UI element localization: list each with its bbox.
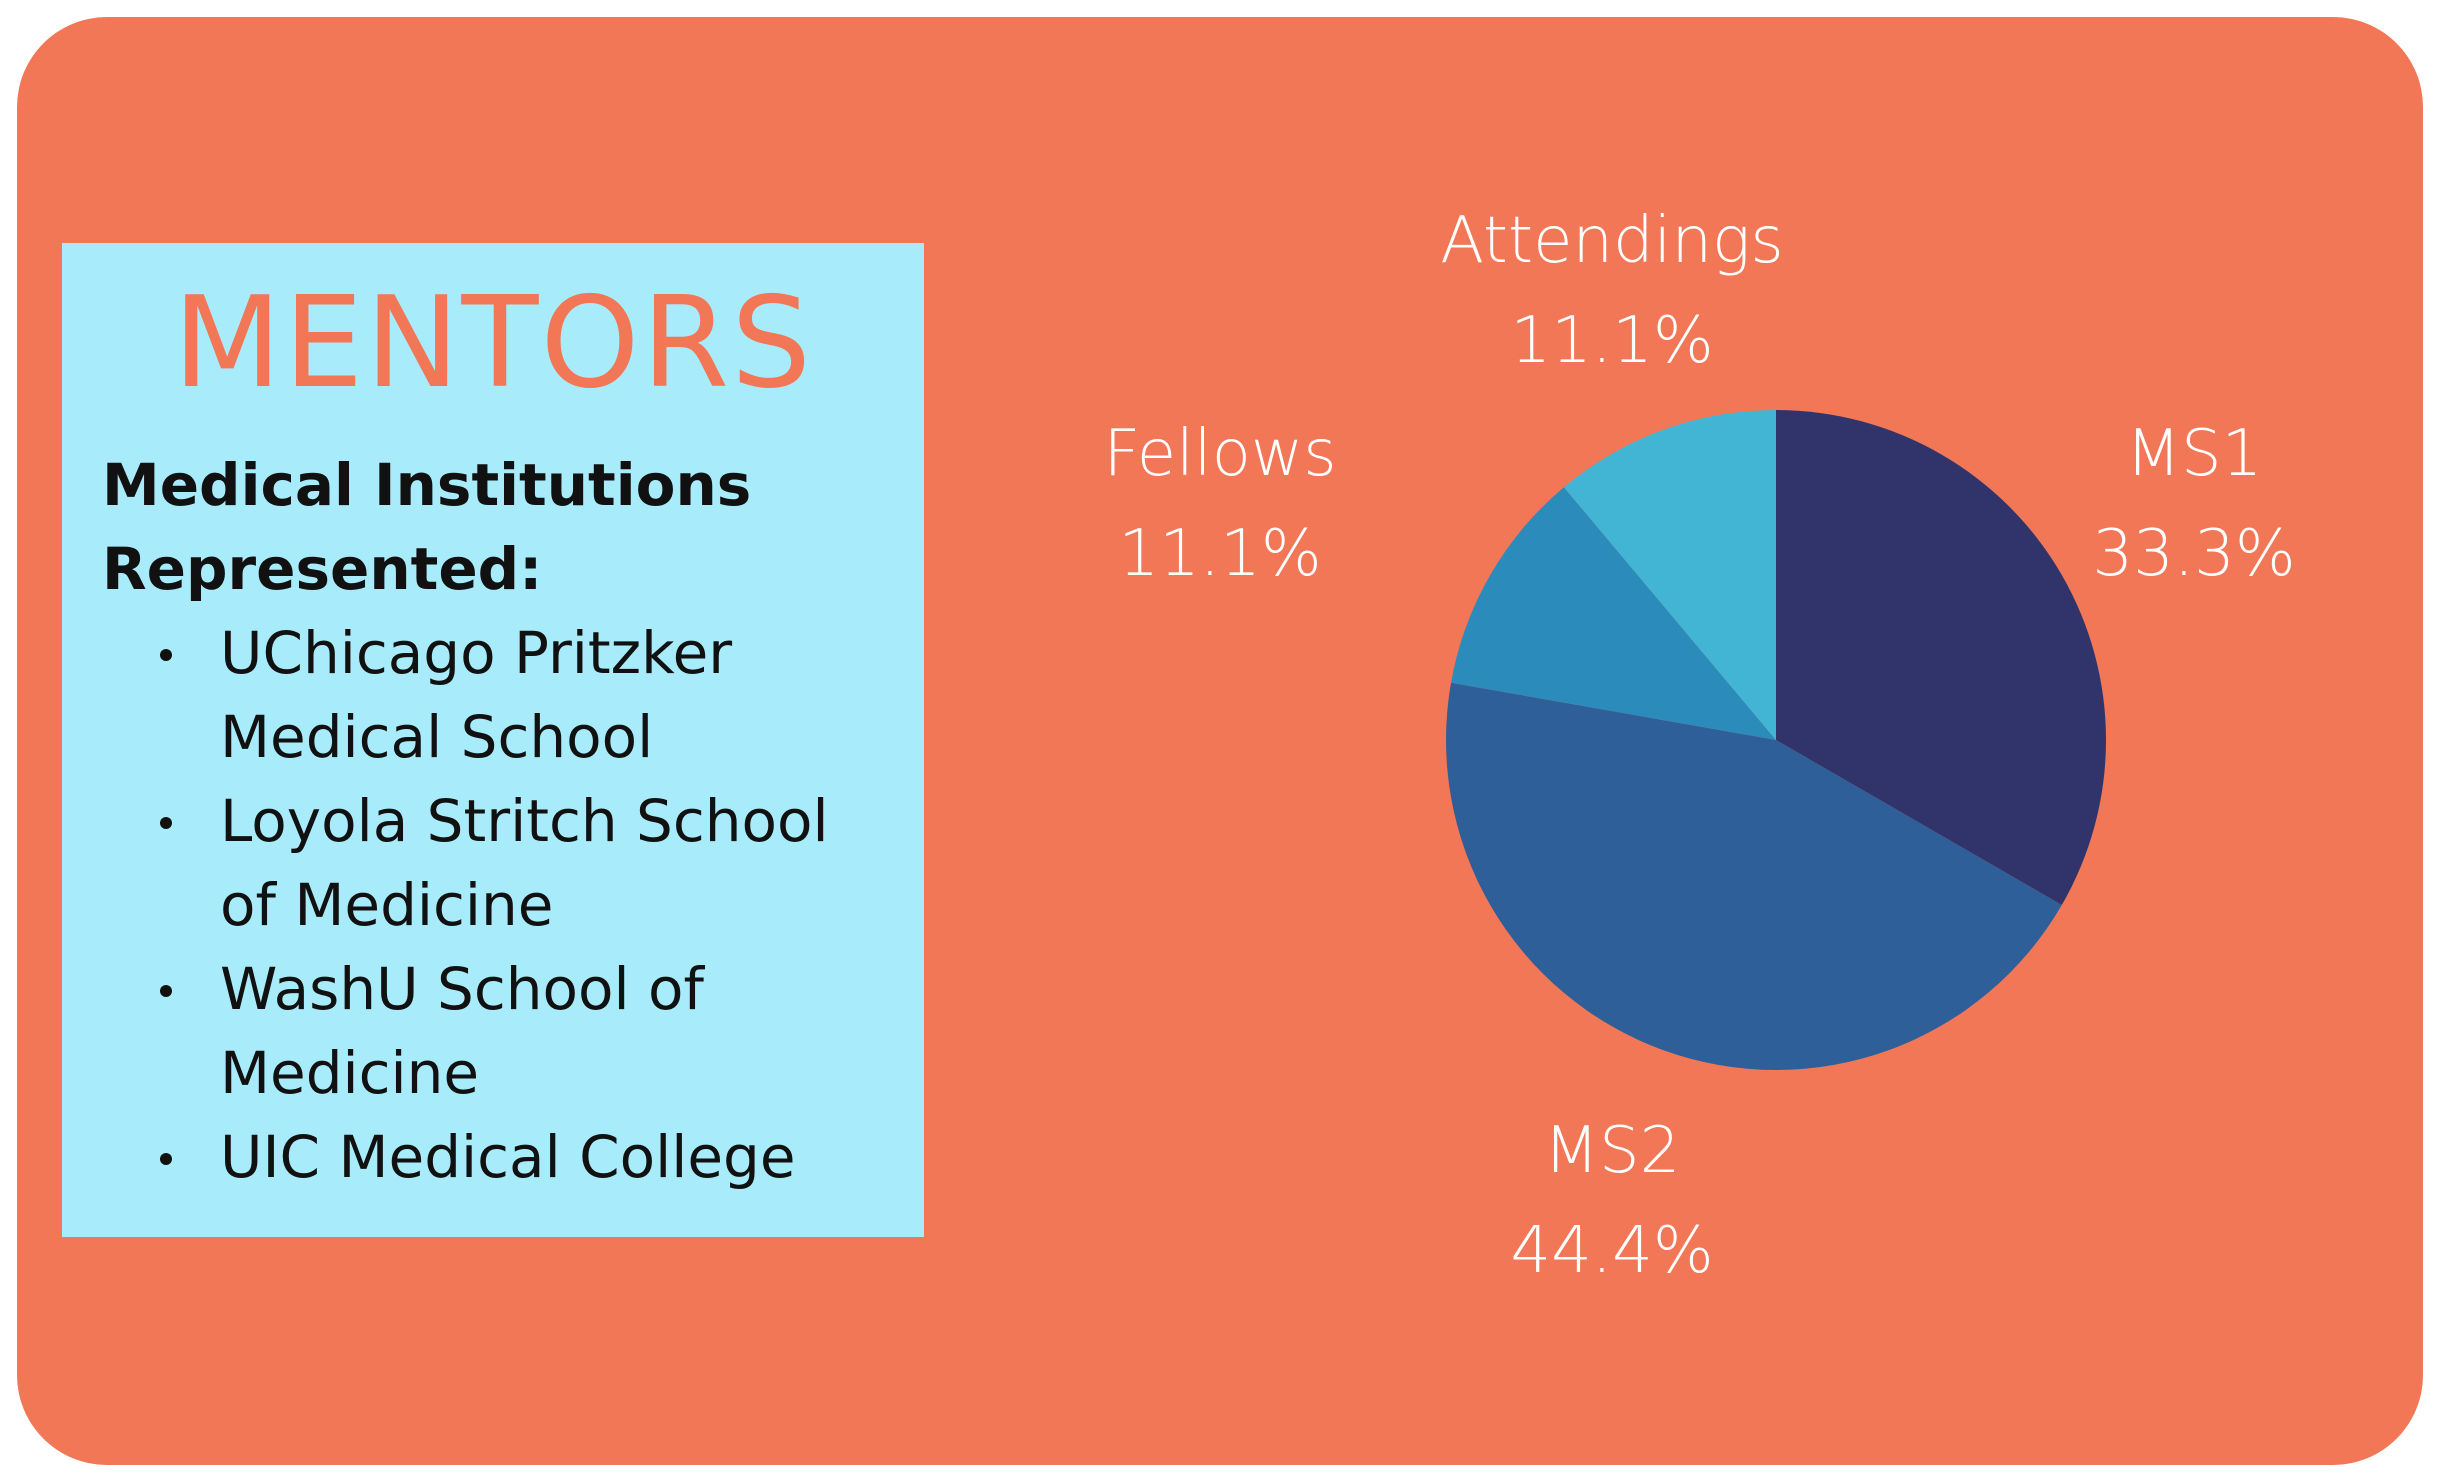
slice-value-label-ms2: 44.4% bbox=[1510, 1214, 1713, 1288]
institution-line-2: Medical School bbox=[220, 703, 654, 771]
mentors-info-panel: MENTORS Medical Institutions Represented… bbox=[62, 243, 924, 1237]
institution-list: UChicago Pritzker Medical School Loyola … bbox=[110, 611, 910, 1199]
heading-line-1: Medical Institutions bbox=[102, 451, 752, 519]
institution-line-2: Medicine bbox=[220, 1039, 480, 1107]
list-item: UIC Medical College bbox=[110, 1115, 910, 1199]
list-item: WashU School of Medicine bbox=[110, 947, 910, 1115]
bullet-icon bbox=[160, 1153, 172, 1165]
slice-value-label-ms1: 33.3% bbox=[2092, 517, 2295, 591]
slice-label-ms2: MS2 bbox=[1544, 1114, 1681, 1188]
institution-line-1: WashU School of bbox=[220, 955, 704, 1023]
institution-line-1: UIC Medical College bbox=[220, 1123, 796, 1191]
pie-slice-ms2 bbox=[1446, 682, 2062, 1070]
slice-label-fellows: Fellows bbox=[1103, 417, 1336, 491]
slice-label-attendings: Attendings bbox=[1440, 204, 1784, 278]
bullet-icon bbox=[160, 985, 172, 997]
pie-slice-attendings bbox=[1563, 410, 1776, 740]
bullet-icon bbox=[160, 649, 172, 661]
list-item: UChicago Pritzker Medical School bbox=[110, 611, 910, 779]
heading-line-2: Represented: bbox=[102, 535, 543, 603]
institutions-heading: Medical Institutions Represented: bbox=[102, 443, 902, 611]
slice-label-ms1: MS1 bbox=[2126, 417, 2263, 491]
institution-line-1: UChicago Pritzker bbox=[220, 619, 733, 687]
slice-value-label-attendings: 11.1% bbox=[1510, 304, 1713, 378]
slice-value-label-fellows: 11.1% bbox=[1118, 517, 1321, 591]
pie-slice-ms1 bbox=[1776, 410, 2106, 905]
institution-line-2: of Medicine bbox=[220, 871, 554, 939]
institution-line-1: Loyola Stritch School bbox=[220, 787, 829, 855]
bullet-icon bbox=[160, 817, 172, 829]
pie-slice-fellows bbox=[1451, 487, 1776, 740]
panel-title: MENTORS bbox=[172, 269, 814, 416]
list-item: Loyola Stritch School of Medicine bbox=[110, 779, 910, 947]
